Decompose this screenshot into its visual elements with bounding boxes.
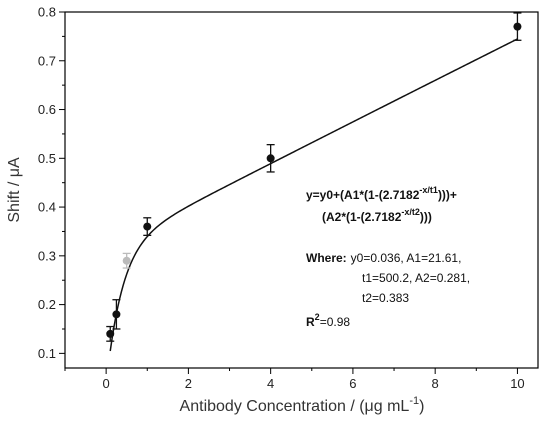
fit-curve-group <box>109 38 518 352</box>
fit-curve <box>109 38 518 352</box>
data-point-marker <box>106 329 115 338</box>
x-axis-label-main: Antibody Concentration / (μg mL <box>180 398 410 415</box>
plot-area <box>64 11 539 369</box>
x-tick-label: 2 <box>185 376 192 391</box>
y-tick-label: 0.2 <box>38 297 56 312</box>
x-tick-label: 6 <box>349 376 356 391</box>
where-line-2: t1=500.2, A2=0.281, <box>362 271 470 285</box>
data-point-marker <box>112 310 121 319</box>
x-tick-label: 4 <box>267 376 274 391</box>
equation-line-1: y=y0+(A1*(1-(2.7182-x/t1)))+ <box>306 185 457 202</box>
faint-data-point-marker <box>122 256 131 265</box>
x-axis-label-end: ) <box>419 398 424 415</box>
data-point-marker <box>266 154 275 163</box>
y-axis-label: Shift / μA <box>6 157 23 223</box>
x-tick-label: 8 <box>432 376 439 391</box>
data-point-marker <box>513 22 522 31</box>
data-point-marker <box>143 222 152 231</box>
r-squared: R2=0.98 <box>306 312 350 329</box>
x-axis-label-sup: -1 <box>409 395 419 407</box>
y-tick-label: 0.3 <box>38 248 56 263</box>
y-tick-label: 0.5 <box>38 151 56 166</box>
y-tick-label: 0.6 <box>38 102 56 117</box>
y-tick-label: 0.8 <box>38 5 56 20</box>
where-line-3: t2=0.383 <box>362 291 409 305</box>
data-points <box>106 12 522 342</box>
x-axis-label: Antibody Concentration / (μg mL-1) <box>180 395 425 415</box>
x-tick-label: 10 <box>510 376 524 391</box>
equation-line-2: (A2*(1-(2.7182-x/t2))) <box>322 207 432 224</box>
where-line-1: Where: y0=0.036, A1=21.61, <box>306 251 461 265</box>
ticks: 0 2 4 6 8 10 0.1 0.2 0.3 0.4 0.5 0.6 0.7 0.8 <box>38 5 525 392</box>
y-tick-label: 0.7 <box>38 53 56 68</box>
y-tick-label: 0.4 <box>38 200 56 215</box>
equation-annotation: y=y0+(A1*(1-(2.7182-x/t1)))+ (A2*(1-(2.7… <box>306 185 470 329</box>
x-tick-label: 0 <box>103 376 110 391</box>
y-tick-label: 0.1 <box>38 346 56 361</box>
